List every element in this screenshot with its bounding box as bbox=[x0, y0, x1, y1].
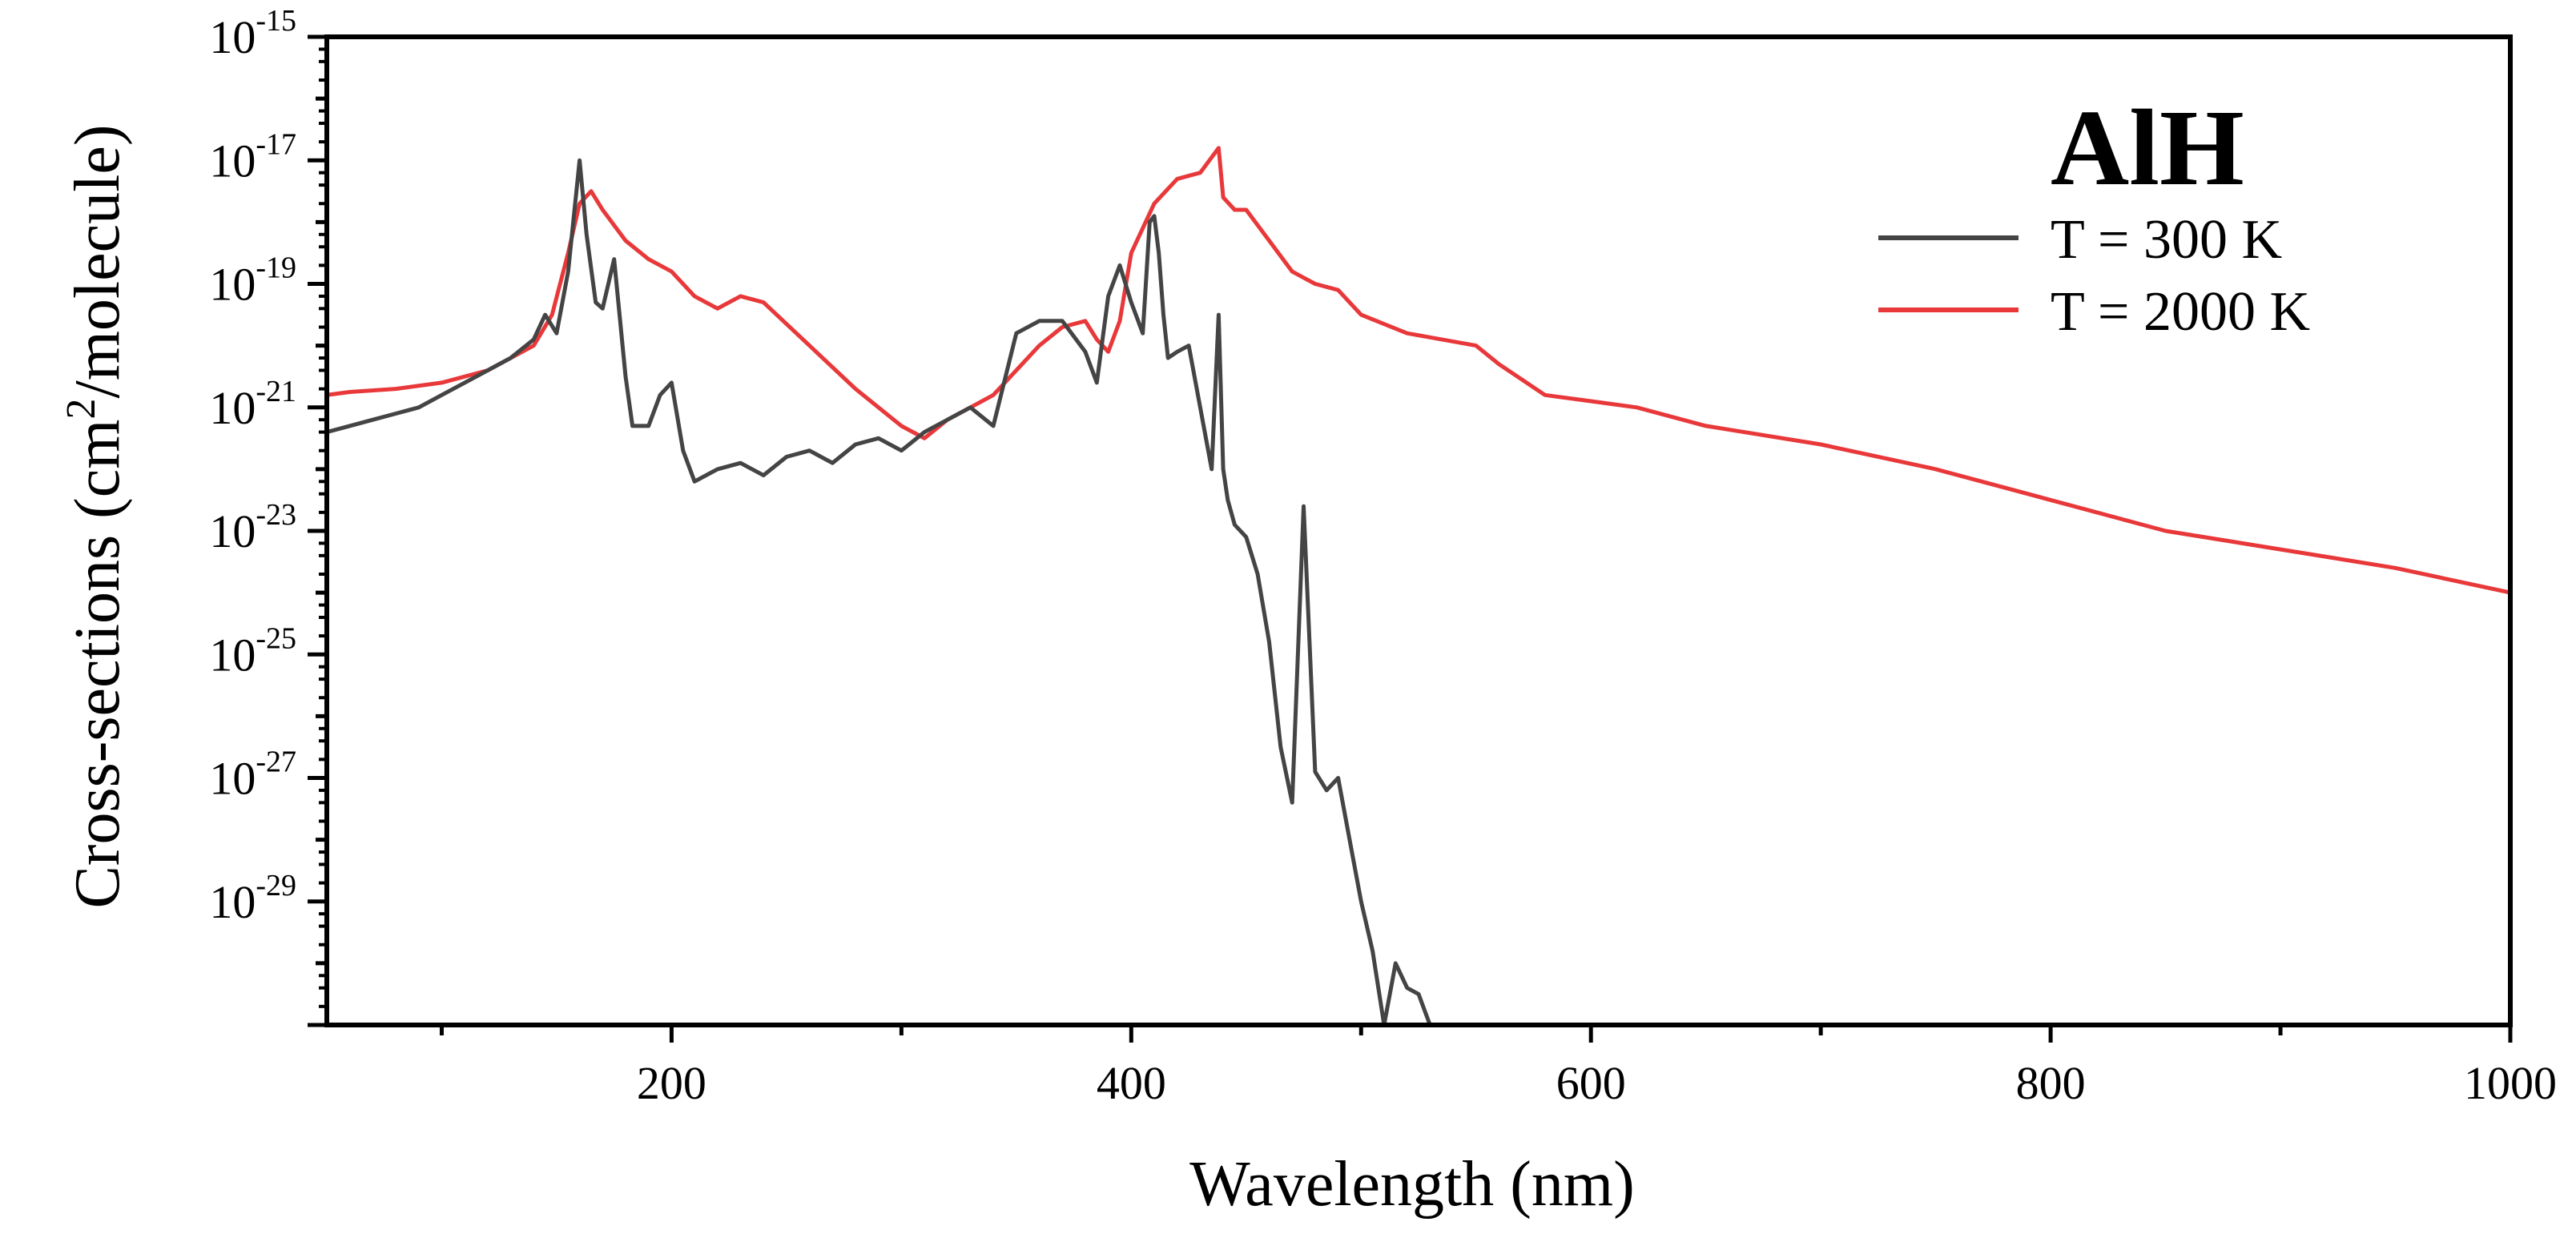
legend: T = 300 K T = 2000 K bbox=[1878, 209, 2310, 343]
series-layer bbox=[327, 146, 2510, 1025]
y-tick-label: 10-21 bbox=[209, 375, 296, 434]
series-line-300k bbox=[327, 158, 1432, 1025]
x-axis-ticks bbox=[439, 1025, 2513, 1043]
y-axis-label-suffix: /molecule) bbox=[62, 124, 133, 398]
x-tick-label: 800 bbox=[2016, 1057, 2086, 1109]
chart-title: AlH bbox=[2051, 88, 2244, 208]
series-line-2000k bbox=[327, 146, 2510, 595]
y-tick-label: 10-17 bbox=[209, 127, 296, 187]
x-tick-label: 600 bbox=[1556, 1057, 1626, 1109]
legend-label-2000k: T = 2000 K bbox=[2051, 281, 2310, 343]
y-axis-label: Cross-sections (cm2/molecule) bbox=[58, 124, 133, 908]
y-tick-label: 10-25 bbox=[209, 621, 296, 681]
legend-label-300k: T = 300 K bbox=[2051, 209, 2282, 271]
y-tick-label: 10-15 bbox=[209, 4, 296, 63]
x-tick-label: 1000 bbox=[2464, 1057, 2557, 1109]
y-tick-label: 10-23 bbox=[209, 498, 296, 557]
y-tick-label: 10-19 bbox=[209, 251, 296, 311]
x-tick-label: 400 bbox=[1097, 1057, 1166, 1109]
x-axis-label: Wavelength (nm) bbox=[1189, 1149, 1635, 1220]
y-tick-label: 10-29 bbox=[209, 869, 296, 928]
y-axis-label-superscript: 2 bbox=[58, 399, 104, 420]
x-tick-label: 200 bbox=[637, 1057, 706, 1109]
y-axis-tick-labels: 10-15 10-17 10-19 10-21 10-23 10-25 10-27 10-29 bbox=[209, 4, 296, 928]
x-axis-tick-labels: 200 400 600 800 1000 bbox=[637, 1057, 2557, 1109]
y-axis-label-prefix: Cross-sections (cm bbox=[62, 420, 133, 909]
y-axis-ticks bbox=[308, 34, 327, 1027]
y-tick-label: 10-27 bbox=[209, 746, 296, 805]
